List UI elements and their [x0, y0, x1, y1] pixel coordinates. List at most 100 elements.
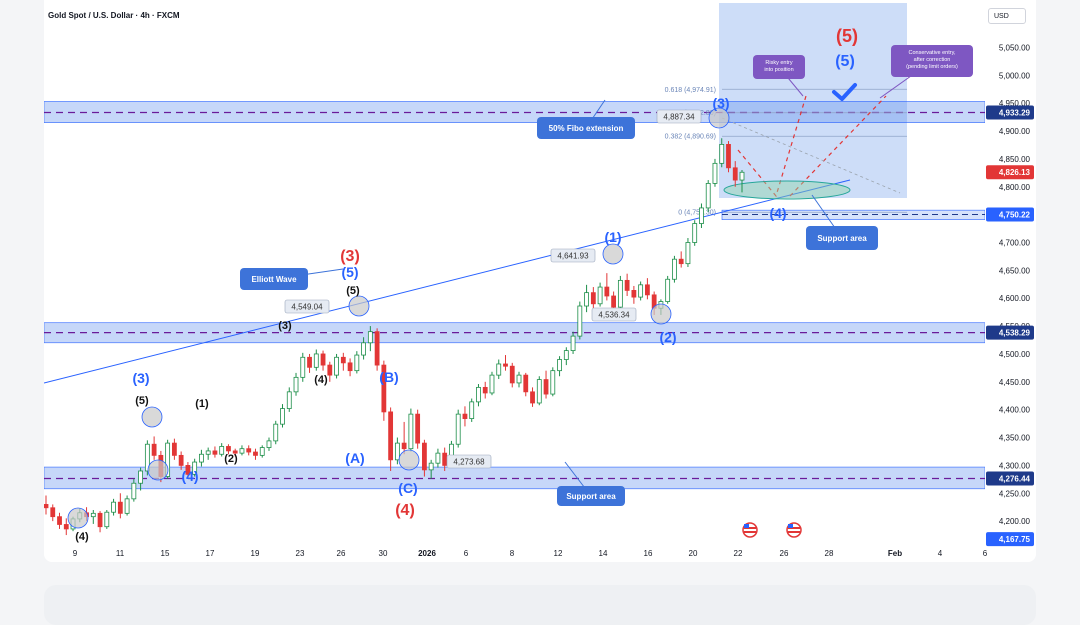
candle[interactable]	[685, 238, 691, 268]
candle[interactable]	[334, 353, 339, 379]
candle[interactable]	[428, 459, 434, 479]
candle[interactable]	[388, 407, 394, 471]
pivot-marker[interactable]	[602, 243, 624, 265]
price-label-box[interactable]	[550, 248, 596, 263]
candle[interactable]	[462, 406, 468, 427]
wave-label[interactable]: (3)	[278, 320, 292, 332]
wave-label[interactable]: (1)	[604, 229, 621, 245]
candle[interactable]	[286, 387, 292, 412]
candle[interactable]	[590, 287, 596, 311]
wave-label[interactable]: (A)	[345, 450, 364, 466]
candle[interactable]	[57, 512, 62, 529]
candle[interactable]	[476, 384, 481, 407]
candle[interactable]	[327, 361, 333, 382]
candle[interactable]	[489, 371, 495, 396]
candle[interactable]	[732, 161, 738, 187]
candle[interactable]	[178, 451, 184, 470]
candle[interactable]	[361, 337, 366, 360]
candle[interactable]	[347, 358, 353, 377]
candle[interactable]	[253, 448, 258, 460]
currency-button[interactable]: USD	[988, 8, 1026, 24]
candle[interactable]	[320, 350, 326, 371]
price-tag[interactable]	[986, 532, 1034, 547]
candle[interactable]	[293, 372, 299, 396]
price-label-box[interactable]	[591, 307, 637, 322]
wave-label[interactable]: (5)	[346, 285, 360, 297]
candle[interactable]	[408, 408, 414, 452]
wave-label[interactable]: (3)	[712, 95, 729, 111]
candle[interactable]	[617, 275, 623, 310]
candle[interactable]	[199, 449, 204, 467]
pivot-marker[interactable]	[147, 459, 169, 481]
candle[interactable]	[266, 437, 272, 451]
candle[interactable]	[563, 347, 569, 366]
candle[interactable]	[111, 498, 116, 516]
candle[interactable]	[550, 367, 556, 397]
callout-box[interactable]	[891, 45, 973, 77]
candle[interactable]	[171, 438, 177, 460]
pivot-marker[interactable]	[650, 303, 672, 325]
candle[interactable]	[144, 440, 150, 476]
candle[interactable]	[239, 445, 245, 456]
candle[interactable]	[692, 220, 698, 246]
us-event-icon[interactable]	[786, 522, 802, 538]
wave-label[interactable]: (5)	[836, 26, 858, 46]
candle[interactable]	[232, 448, 238, 457]
candle[interactable]	[516, 371, 522, 388]
price-tag[interactable]	[986, 105, 1034, 120]
candle[interactable]	[97, 511, 103, 533]
candle[interactable]	[644, 278, 650, 300]
pivot-marker[interactable]	[708, 107, 730, 129]
wave-label[interactable]: (2)	[659, 329, 676, 345]
price-label-box[interactable]	[284, 299, 330, 314]
callout-box[interactable]	[557, 486, 625, 506]
candle[interactable]	[63, 518, 69, 536]
candle[interactable]	[138, 467, 144, 491]
pivot-marker[interactable]	[398, 449, 420, 471]
wave-label[interactable]: (4)	[75, 531, 89, 543]
pivot-marker[interactable]	[67, 507, 89, 529]
candle[interactable]	[638, 281, 644, 301]
wave-label[interactable]: (B)	[379, 369, 398, 385]
candle[interactable]	[124, 495, 130, 516]
candle[interactable]	[374, 328, 380, 371]
callout-box[interactable]	[806, 226, 878, 250]
candle[interactable]	[442, 447, 448, 471]
candle[interactable]	[455, 409, 461, 448]
candle[interactable]	[523, 372, 529, 397]
candle[interactable]	[205, 447, 211, 460]
candle[interactable]	[401, 421, 407, 455]
candle[interactable]	[307, 353, 312, 373]
candle[interactable]	[482, 381, 488, 399]
candle[interactable]	[246, 445, 252, 456]
wave-label[interactable]: (2)	[224, 453, 238, 465]
candle[interactable]	[259, 445, 265, 458]
candle[interactable]	[422, 439, 427, 477]
wave-label[interactable]: (3)	[132, 370, 149, 386]
candle[interactable]	[90, 509, 96, 524]
wave-label[interactable]: (5)	[135, 395, 149, 407]
price-label-box[interactable]	[446, 454, 492, 469]
candle[interactable]	[219, 443, 225, 457]
candle[interactable]	[719, 138, 725, 168]
candle[interactable]	[226, 444, 231, 455]
candle[interactable]	[496, 359, 502, 380]
candle[interactable]	[340, 352, 346, 371]
wave-label[interactable]: (4)	[769, 205, 786, 221]
candle[interactable]	[313, 349, 319, 371]
wave-label[interactable]: (4)	[395, 502, 415, 519]
candle[interactable]	[699, 203, 704, 228]
candle[interactable]	[570, 331, 576, 354]
candle[interactable]	[185, 462, 191, 479]
candle[interactable]	[631, 285, 637, 304]
price-tag[interactable]	[986, 471, 1034, 486]
candle[interactable]	[536, 376, 542, 406]
candle[interactable]	[469, 398, 475, 422]
candle[interactable]	[530, 387, 535, 407]
trendline[interactable]	[44, 179, 851, 384]
candle[interactable]	[678, 251, 684, 268]
candle[interactable]	[712, 158, 718, 187]
candle[interactable]	[44, 495, 49, 515]
candle[interactable]	[705, 180, 711, 212]
price-tag[interactable]	[986, 207, 1034, 222]
